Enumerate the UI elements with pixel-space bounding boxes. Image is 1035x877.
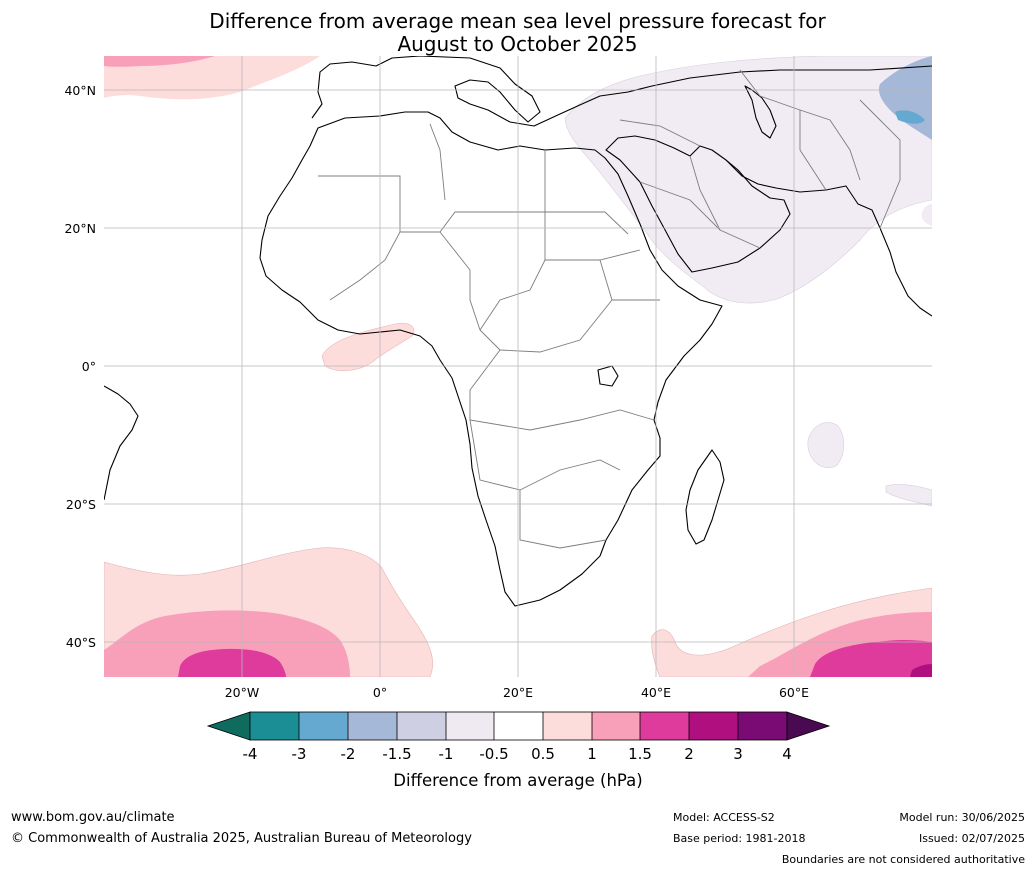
colorbar-tick-8: 1.5 (628, 745, 652, 763)
coastline-africa (259, 111, 723, 607)
colorbar-bin-4 (397, 712, 446, 740)
colorbar-extend-low (206, 711, 251, 741)
country-borders (318, 69, 901, 549)
anomaly-north-atlantic-light (104, 56, 320, 100)
lat-label-20s: 20°S (66, 497, 96, 512)
anomaly-indian-ocean-strip (885, 484, 932, 507)
footer-model-run: Model run: 30/06/2025 (899, 811, 1025, 824)
coastline-caspian (744, 85, 777, 139)
colorbar-bin-8 (592, 712, 640, 740)
lon-label-60e: 60°E (779, 685, 809, 700)
colorbar (206, 711, 831, 741)
colorbar-bin-7 (543, 712, 592, 740)
anomaly-north-atlantic-mid (104, 56, 215, 67)
colorbar-tick-4: -1 (439, 745, 454, 763)
lat-label-40s: 40°S (66, 635, 96, 650)
colorbar-bin-2 (299, 712, 348, 740)
coastline-europe (311, 56, 932, 127)
coastline-lake-victoria (597, 365, 619, 387)
footer-base-period: Base period: 1981-2018 (673, 832, 806, 845)
gridlines (104, 56, 932, 677)
colorbar-tick-9: 2 (684, 745, 694, 763)
colorbar-bin-6 (494, 712, 543, 740)
lon-label-20e: 20°E (503, 685, 533, 700)
colorbar-tick-7: 1 (587, 745, 597, 763)
lon-label-40e: 40°E (641, 685, 671, 700)
colorbar-bin-5 (446, 712, 494, 740)
colorbar-title: Difference from average (hPa) (393, 771, 642, 790)
footer-website[interactable]: www.bom.gov.au/climate (11, 810, 175, 825)
colorbar-bin-10 (689, 712, 738, 740)
anomaly-south-indian-stronger (910, 664, 932, 677)
colorbar-tick-3: -1.5 (382, 745, 411, 763)
colorbar-bin-11 (738, 712, 787, 740)
colorbar-extend-high (786, 711, 831, 741)
anomaly-south-indian-strong (810, 640, 932, 677)
colorbar-bin-3 (348, 712, 397, 740)
anomaly-indian-ocean-patch (807, 422, 845, 468)
colorbar-tick-10: 3 (733, 745, 743, 763)
colorbar-tick-6: 0.5 (531, 745, 555, 763)
title-line-1: Difference from average mean sea level p… (209, 9, 826, 33)
lat-label-20n: 20°N (64, 221, 96, 236)
colorbar-tick-0: -4 (243, 745, 258, 763)
title-line-2: August to October 2025 (397, 32, 638, 56)
anomaly-india-lavender (921, 204, 932, 226)
anomaly-asia-teal (895, 110, 925, 124)
colorbar-tick-11: 4 (782, 745, 792, 763)
lon-label-0: 0° (373, 685, 387, 700)
footer-model: Model: ACCESS-S2 (673, 811, 775, 824)
footer-copyright: © Commonwealth of Australia 2025, Austra… (11, 831, 472, 846)
footer-disclaimer: Boundaries are not considered authoritat… (781, 853, 1025, 866)
footer-issued: Issued: 02/07/2025 (918, 832, 1025, 845)
colorbar-tick-1: -3 (292, 745, 307, 763)
map-title: Difference from average mean sea level p… (0, 10, 1035, 56)
colorbar-tick-5: -0.5 (479, 745, 508, 763)
anomaly-south-atlantic-mid (104, 610, 350, 677)
colorbar-bin-9 (640, 712, 689, 740)
coastline-south-asia (725, 159, 932, 317)
anomaly-south-atlantic-strong (178, 648, 286, 677)
colorbar-tick-2: -2 (341, 745, 356, 763)
colorbar-bin-1 (250, 712, 299, 740)
coastline-south-america (104, 385, 139, 501)
lat-label-40n: 40°N (64, 83, 96, 98)
lon-label-20w: 20°W (225, 685, 260, 700)
coastline-madagascar (685, 449, 725, 545)
lat-label-equator: 0° (82, 359, 96, 374)
